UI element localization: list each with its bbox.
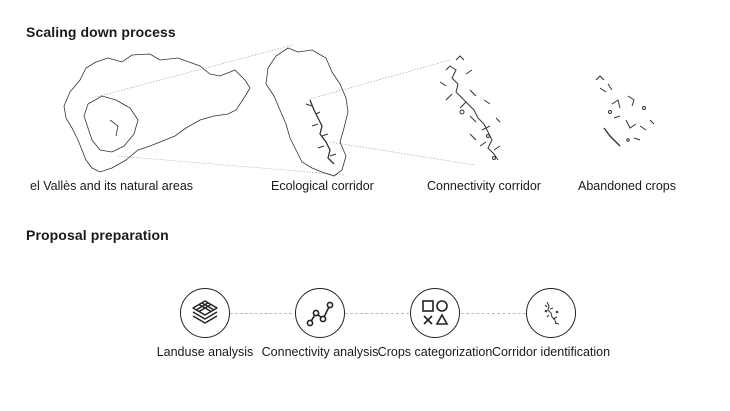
map-label-connectivity: Connectivity corridor [427,179,541,193]
ecological-corridor-map [265,47,349,177]
step-label: Connectivity analysis [261,345,379,359]
map-label-ecological: Ecological corridor [271,179,374,193]
abandoned-crops-map [595,75,655,147]
network-icon [295,288,345,338]
step-label: Landuse analysis [156,345,254,359]
layers-icon [180,288,230,338]
shapes-icon [410,288,460,338]
step-crops: Crops categorization [370,288,500,360]
connector-3 [461,313,526,314]
connectivity-corridor-map [439,55,501,161]
step-connectivity: Connectivity analysis [255,288,385,360]
step-label: Corridor identification [491,345,611,359]
corridor-icon [526,288,576,338]
proposal-section-title: Proposal preparation [26,227,169,243]
step-landuse: Landuse analysis [140,288,270,360]
map-label-valles: el Vallès and its natural areas [30,179,194,193]
scaling-section-title: Scaling down process [26,24,176,40]
valles-map [63,53,251,173]
connector-1 [230,313,292,314]
connector-2 [345,313,409,314]
map-label-abandoned: Abandoned crops [578,179,676,193]
step-label: Crops categorization [377,345,493,359]
projection-lines [91,44,476,176]
step-corridor: Corridor identification [486,288,616,360]
